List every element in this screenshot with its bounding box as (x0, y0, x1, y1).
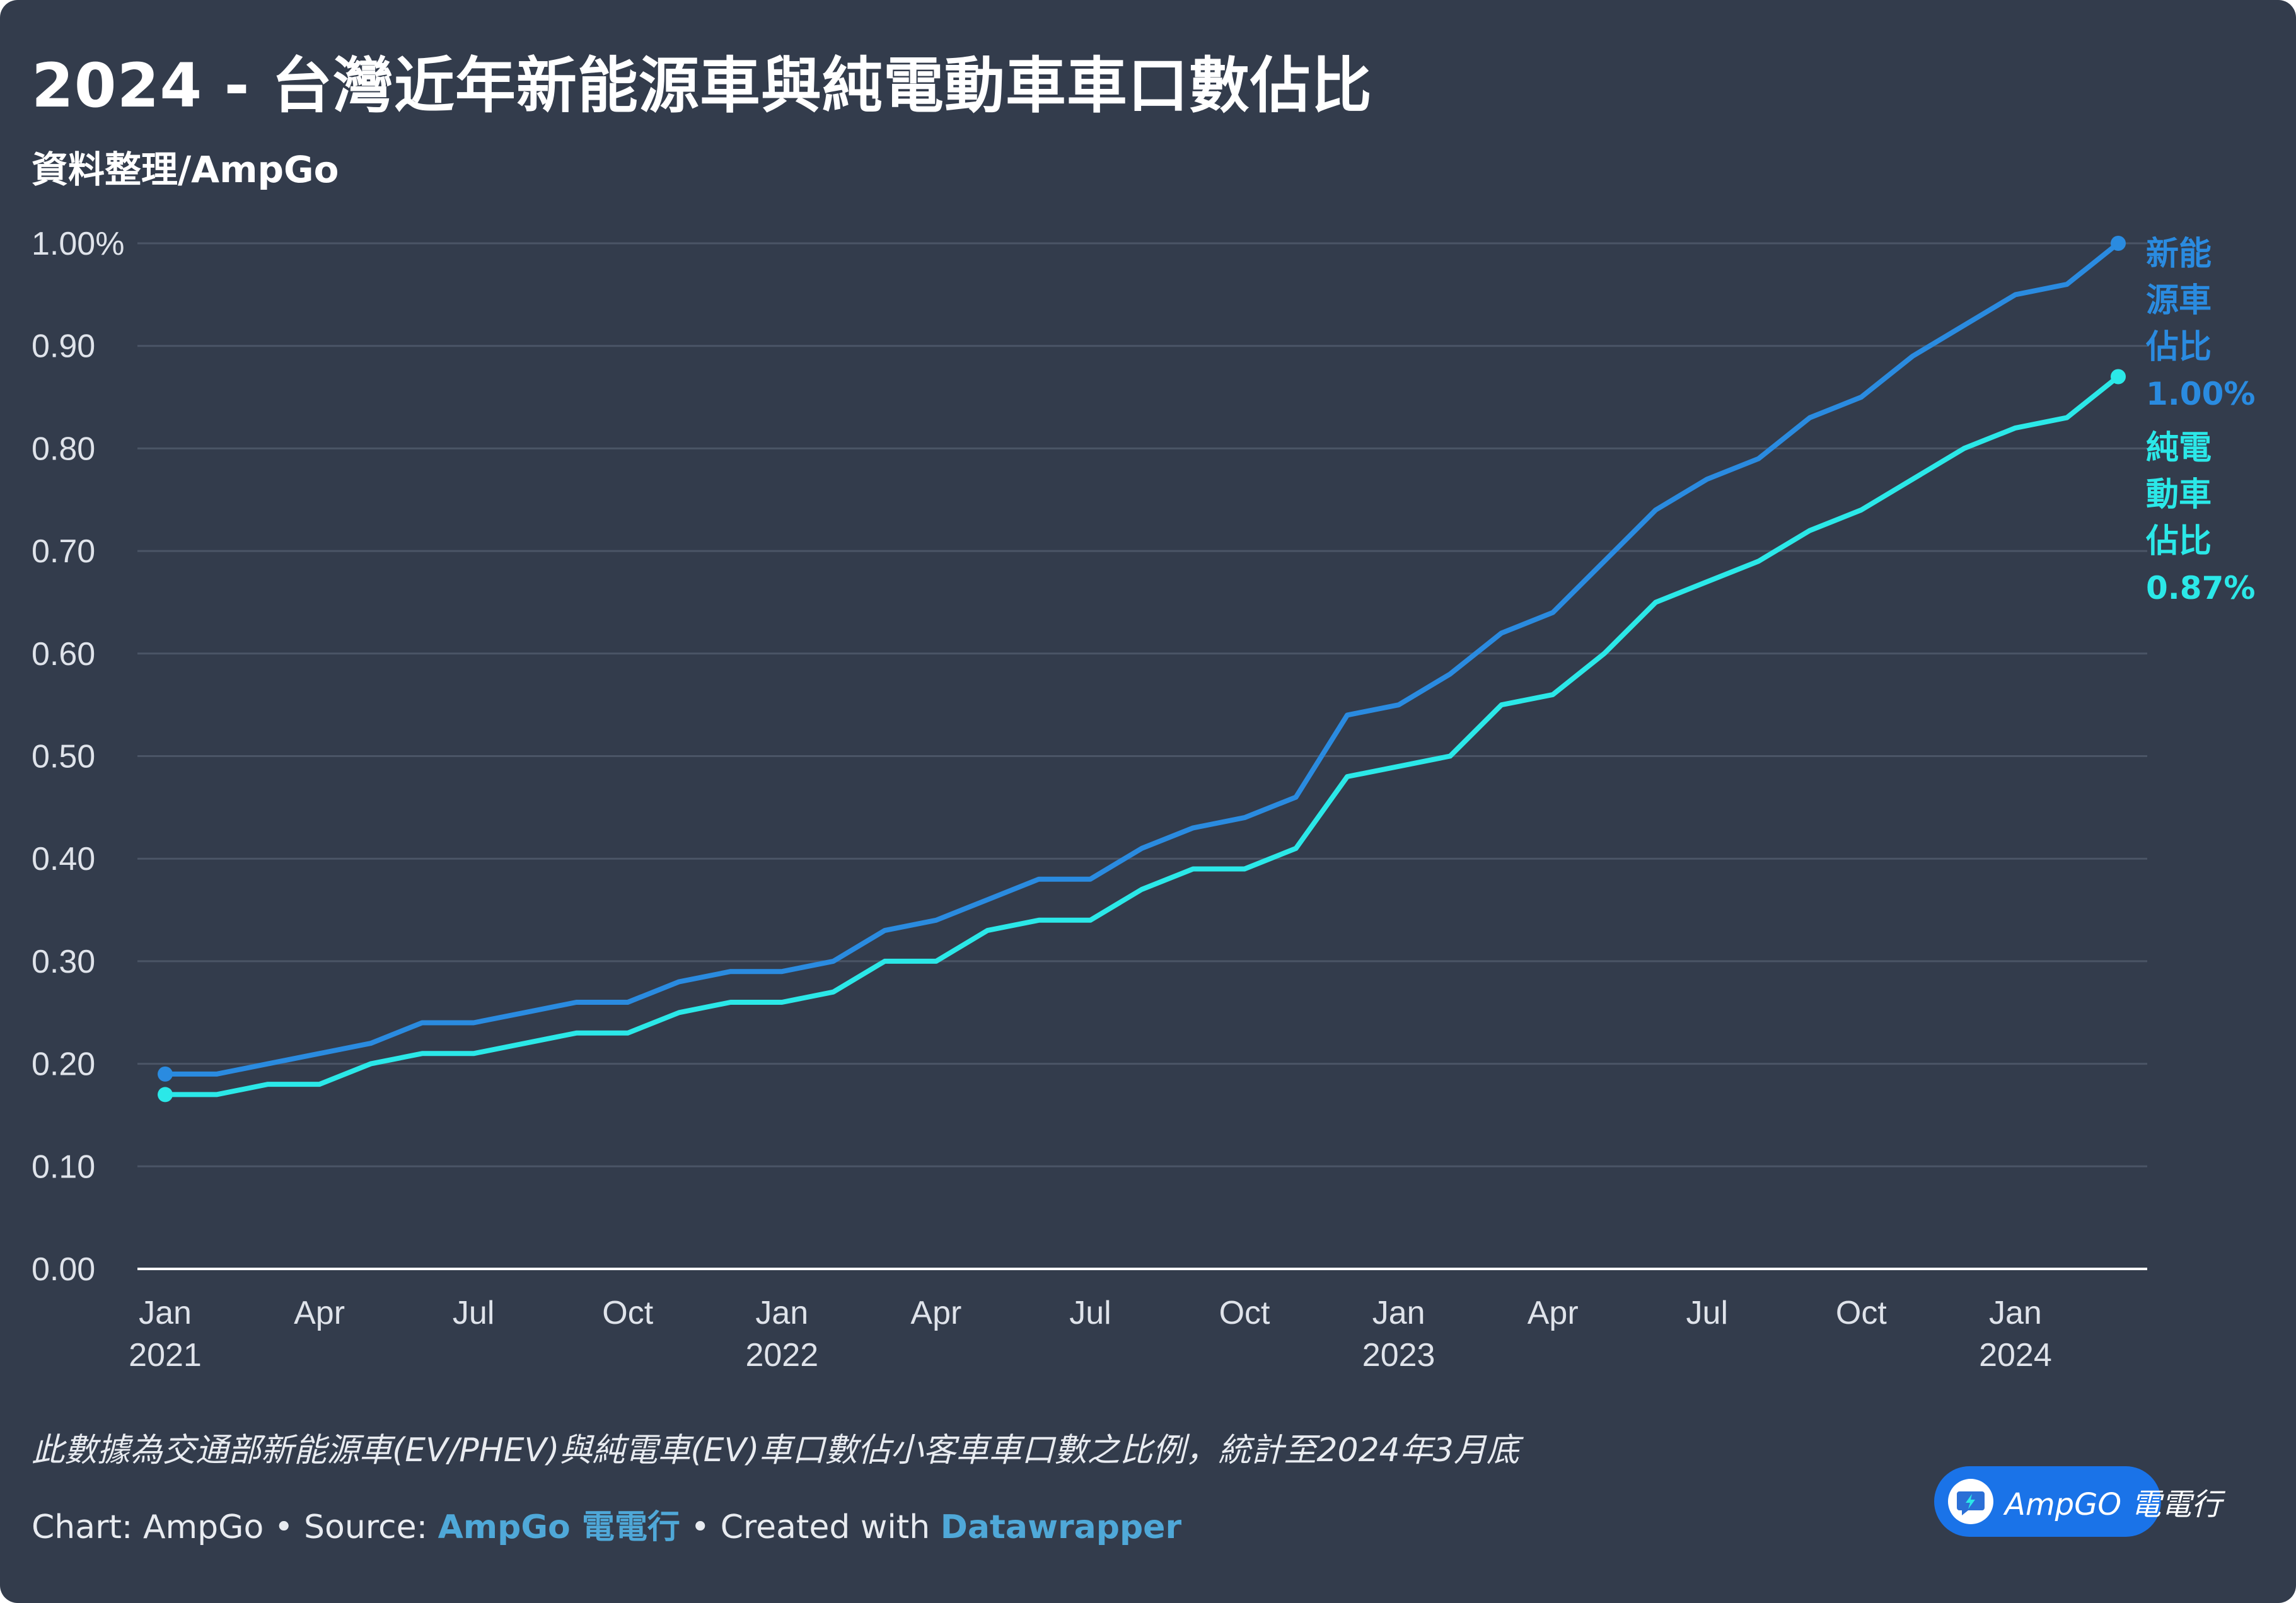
series-name-label: 純電 (2146, 429, 2212, 467)
y-tick-label: 0.70 (32, 533, 95, 570)
series-name-label: 源車 (2146, 282, 2212, 320)
series-name-label: 動車 (2146, 476, 2212, 514)
x-tick-month: Apr (910, 1295, 961, 1331)
y-tick-label: 0.50 (32, 739, 95, 775)
x-tick-month: Jul (1069, 1295, 1111, 1331)
series-end-point-bev (2111, 369, 2126, 385)
x-tick-month: Apr (294, 1295, 345, 1331)
chart-title: 2024 - 台灣近年新能源車與純電動車車口數佔比 (32, 50, 1372, 121)
series-end-point-nev (2111, 236, 2126, 251)
source-link[interactable]: AmpGo 電電行 (438, 1508, 680, 1546)
x-tick-year: 2024 (1979, 1337, 2052, 1374)
y-tick-label: 1.00% (32, 226, 124, 262)
y-tick-label: 0.20 (32, 1046, 95, 1083)
series-start-point-bev (158, 1087, 173, 1102)
ampgo-badge[interactable]: AmpGO 電電行 (1934, 1466, 2222, 1537)
datawrapper-link[interactable]: Datawrapper (940, 1508, 1182, 1546)
x-tick-month: Oct (1836, 1295, 1887, 1331)
x-tick-month: Jan (1989, 1295, 2042, 1331)
x-tick-month: Jan (755, 1295, 808, 1331)
lightning-chat-icon (1948, 1479, 1993, 1524)
y-tick-label: 0.10 (32, 1149, 95, 1185)
x-tick-year: 2023 (1362, 1337, 1435, 1374)
y-tick-label: 0.60 (32, 636, 95, 673)
series-end-value-label: 0.87% (2146, 570, 2255, 606)
credits-chart-prefix: Chart: AmpGo • Source: (32, 1508, 438, 1546)
x-tick-month: Oct (1219, 1295, 1270, 1331)
chart-note: 此數據為交通部新能源車(EV/PHEV)與純電車(EV)車口數佔小客車車口數之比… (32, 1432, 1519, 1469)
x-tick-month: Jan (139, 1295, 192, 1331)
x-tick-year: 2021 (129, 1337, 202, 1374)
x-tick-month: Apr (1528, 1295, 1579, 1331)
y-tick-label: 0.80 (32, 431, 95, 467)
series-name-label: 新能 (2146, 235, 2212, 273)
x-tick-month: Jan (1372, 1295, 1425, 1331)
series-name-label: 佔比 (2145, 328, 2212, 366)
x-tick-month: Jul (453, 1295, 494, 1331)
series-name-label: 佔比 (2145, 523, 2212, 560)
credits-created-prefix: • Created with (680, 1508, 941, 1546)
x-tick-month: Jul (1686, 1295, 1728, 1331)
series-line-bev (163, 374, 2121, 1097)
x-tick-month: Oct (602, 1295, 653, 1331)
badge-text: AmpGO 電電行 (2005, 1487, 2222, 1522)
x-tick-year: 2022 (745, 1337, 818, 1374)
y-tick-label: 0.00 (32, 1251, 95, 1288)
y-tick-label: 0.30 (32, 944, 95, 980)
series-line-nev (163, 241, 2121, 1077)
series-start-point-nev (158, 1066, 173, 1082)
chart-subtitle: 資料整理/AmpGo (32, 148, 339, 191)
chart-credits: Chart: AmpGo • Source: AmpGo 電電行 • Creat… (32, 1500, 1181, 1548)
series-end-value-label: 1.00% (2146, 376, 2255, 412)
y-tick-label: 0.90 (32, 328, 95, 365)
y-tick-label: 0.40 (32, 841, 95, 877)
